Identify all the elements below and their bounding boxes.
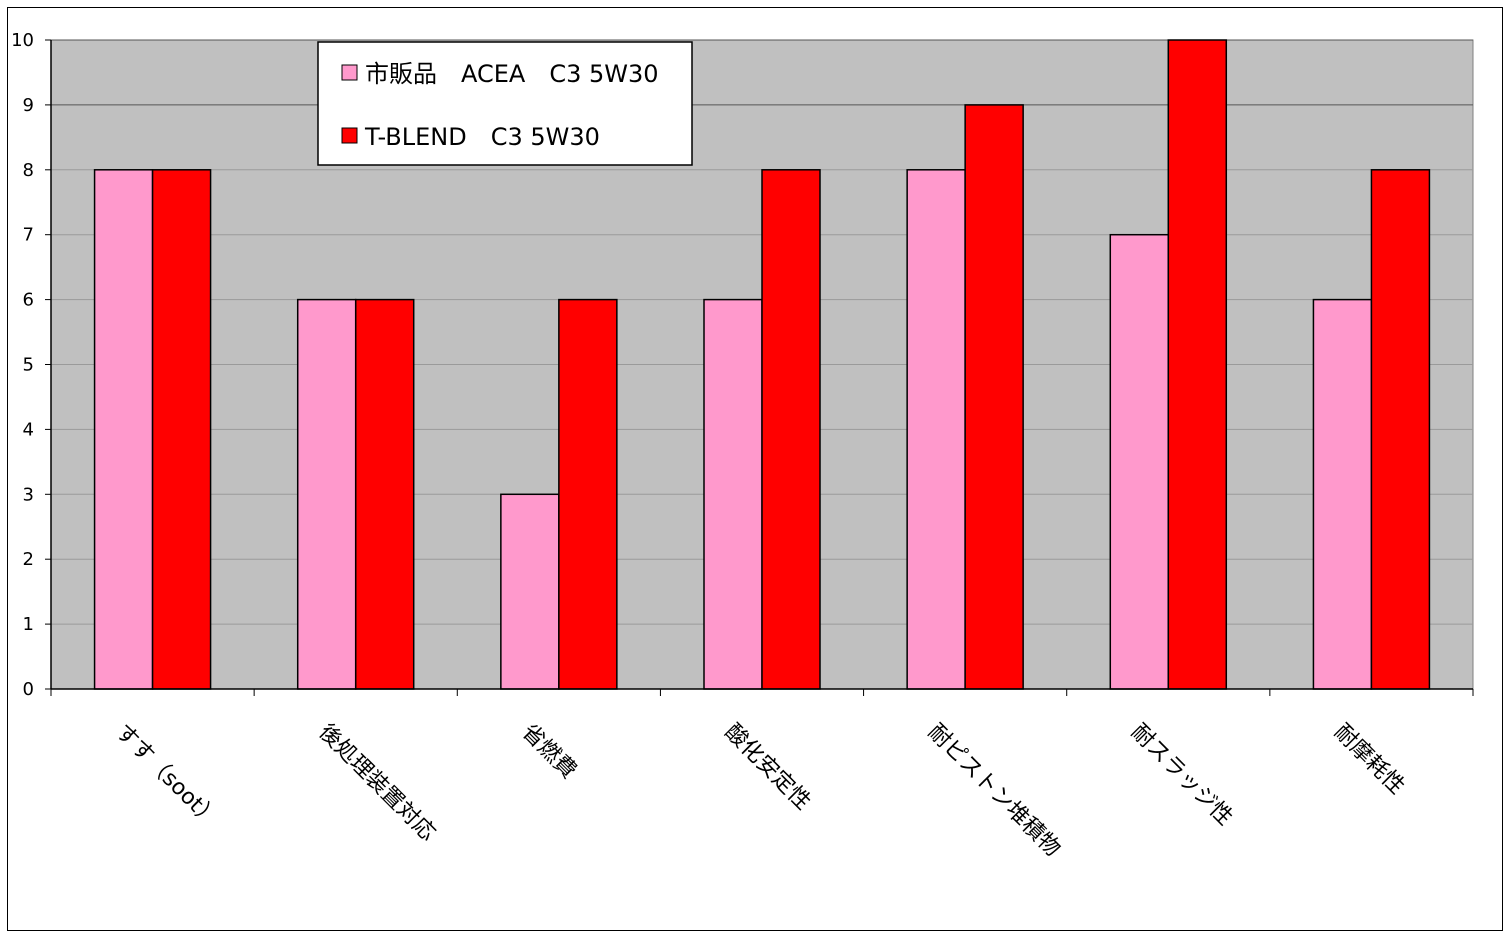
legend-box	[317, 41, 693, 166]
bar-series-2-5	[964, 104, 1024, 690]
y-tick-label: 9	[23, 95, 34, 116]
y-tick-label: 10	[11, 30, 34, 51]
bar-series-2-1	[151, 169, 212, 690]
bar-series-1-1	[93, 169, 154, 690]
bar-series-2-7	[1370, 169, 1431, 690]
y-tick-label: 5	[23, 355, 34, 376]
x-category-label: 耐ピストン堆積物	[923, 720, 1065, 862]
y-tick-label: 7	[23, 225, 34, 246]
x-category-labels: すす（soot） 後処理装置対応 省燃費 酸化安定性 耐ピストン堆積物 耐スラッジ性 耐摩耗…	[110, 720, 1409, 862]
x-category-label: 省燃費	[517, 720, 581, 784]
y-tick-label: 6	[23, 290, 34, 311]
y-tick-label: 3	[23, 484, 34, 505]
x-category-label: すす（soot）	[110, 720, 223, 833]
bar-series-2-3	[558, 298, 618, 690]
legend: 市販品 ACEA C3 5W30 T-BLEND C3 5W30	[317, 41, 693, 166]
y-tick-label: 8	[23, 160, 34, 181]
legend-label-series-2: T-BLEND C3 5W30	[364, 123, 600, 151]
legend-label-series-1: 市販品 ACEA C3 5W30	[365, 60, 659, 88]
bar-series-1-5	[906, 169, 966, 690]
y-tick-labels: 0 1 2 3 4 5 6 7 8 9 10	[11, 30, 34, 700]
bar-series-2-6	[1167, 39, 1228, 690]
x-category-label: 後処理装置対応	[313, 720, 440, 847]
bar-series-1-2	[296, 298, 357, 690]
x-category-label: 耐スラッジ性	[1126, 720, 1237, 831]
bar-series-1-4	[703, 298, 763, 690]
legend-swatch-series-2	[341, 127, 358, 144]
bar-series-1-6	[1109, 233, 1170, 690]
y-tick-label: 0	[23, 679, 34, 700]
y-tick-label: 2	[23, 549, 34, 570]
bar-series-2-2	[354, 298, 415, 690]
bar-series-1-3	[500, 493, 560, 690]
y-tick-label: 4	[23, 419, 34, 440]
x-category-label: 耐摩耗性	[1329, 720, 1409, 800]
bar-series-1-7	[1312, 298, 1373, 690]
x-category-label: 酸化安定性	[720, 720, 815, 815]
bar-series-2-4	[761, 169, 821, 690]
y-tick-label: 1	[23, 614, 34, 635]
axes	[45, 39, 1474, 696]
legend-swatch-series-1	[341, 64, 358, 81]
